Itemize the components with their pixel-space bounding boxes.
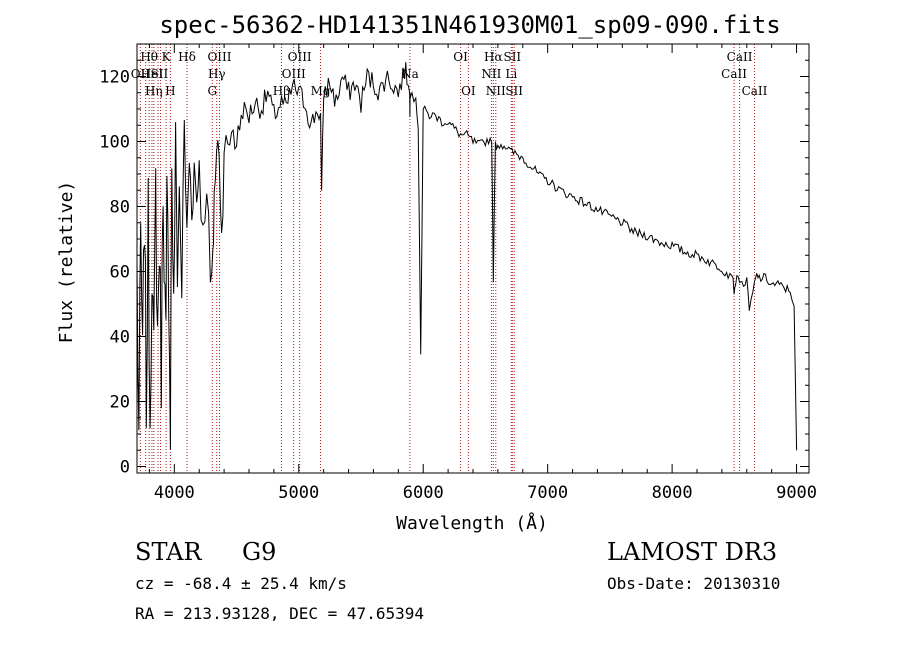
survey-name: LAMOST DR3: [607, 538, 778, 566]
x-tick-label: 6000: [403, 483, 444, 503]
line-label: Hα: [484, 50, 503, 64]
line-label: HeI: [141, 67, 164, 81]
x-tick-label: 9000: [776, 483, 817, 503]
y-tick-label: 60: [110, 263, 130, 283]
line-label: CaII: [742, 84, 768, 98]
line-markers: [139, 44, 755, 473]
line-label: Li: [505, 67, 517, 81]
y-tick-label: 80: [110, 198, 130, 218]
coordinates: RA = 213.93128, DEC = 47.65394: [135, 604, 424, 623]
chart-title: spec-56362-HD141351N461930M01_sp09-090.f…: [159, 11, 780, 39]
line-label: NII: [486, 84, 506, 98]
line-label: G: [207, 84, 217, 98]
line-label: Hη: [145, 84, 163, 98]
line-label: K: [162, 50, 172, 64]
axes: 4000 5000 6000 7000 8000 9000 0 20 40 60 80 100 120: [99, 44, 817, 503]
line-label: Hθ: [140, 50, 158, 64]
y-tick-label: 100: [99, 133, 130, 153]
x-tick-label: 8000: [652, 483, 693, 503]
line-label: H: [165, 84, 175, 98]
line-label: Hδ: [178, 50, 196, 64]
line-label: NII: [481, 67, 501, 81]
line-label: Hγ: [208, 67, 226, 81]
x-tick-label: 4000: [154, 483, 195, 503]
x-axis-label: Wavelength (Å): [396, 512, 548, 534]
spectrum-line: [136, 62, 798, 451]
spectrum-data: [136, 62, 798, 451]
x-tick-label: 7000: [527, 483, 568, 503]
line-label: SII: [503, 50, 521, 64]
y-tick-label: 40: [110, 328, 130, 348]
line-label: OIII: [207, 50, 231, 64]
line-label: Hβ: [273, 84, 290, 98]
line-label: CaII: [721, 67, 747, 81]
line-label: OI: [453, 50, 468, 64]
line-label: SII: [505, 84, 523, 98]
line-label: OII: [131, 67, 151, 81]
x-tick-label: 5000: [278, 483, 319, 503]
object-subclass: G9: [242, 538, 277, 566]
y-axis-label: Flux (relative): [56, 181, 77, 344]
line-label: CaII: [727, 50, 753, 64]
y-tick-label: 0: [120, 458, 130, 478]
y-tick-label: 120: [99, 68, 130, 88]
line-label: OIII: [282, 67, 306, 81]
line-label: SII: [151, 67, 169, 81]
line-label: OIII: [288, 50, 312, 64]
line-label: OI: [461, 84, 476, 98]
plot-frame: [136, 43, 810, 474]
obs-date: Obs-Date: 20130310: [607, 574, 781, 593]
redshift-text: cz = -68.4 ± 25.4 km/s: [135, 574, 347, 593]
object-class: STAR: [135, 538, 202, 566]
y-tick-label: 20: [110, 393, 130, 413]
